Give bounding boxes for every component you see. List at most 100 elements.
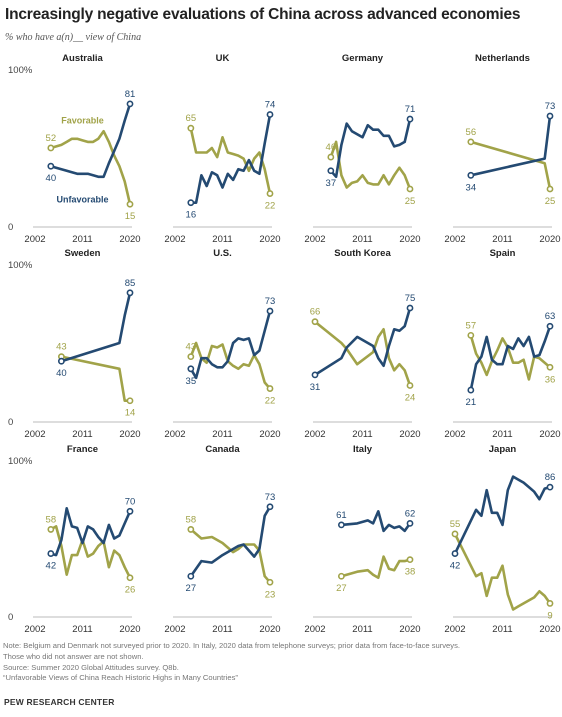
favorable-endpoint (467, 331, 475, 339)
unfavorable-line (189, 505, 272, 578)
unfavorable-line (329, 117, 412, 179)
footer-report: “Unfavorable Views of China Reach Histor… (3, 673, 238, 683)
chart-subtitle: % who have a(n)__ view of China (5, 32, 142, 43)
unfavorable-endpoint (337, 521, 345, 529)
panel-germany: Germany 2002 2011 2020 46 37 25 71 (304, 53, 420, 245)
favorable-end-label: 22 (265, 201, 276, 212)
panel-france: France 2002 2011 2020 58 42 26 70 (24, 444, 140, 635)
favorable-endpoint (47, 526, 55, 533)
unfavorable-line (453, 475, 552, 555)
favorable-end-label: 38 (405, 567, 416, 578)
favorable-endpoint (546, 600, 554, 607)
unfavorable-end-label: 85 (125, 278, 136, 289)
x-tick-label: 2020 (119, 429, 140, 440)
favorable-endpoint (311, 318, 319, 326)
x-tick-label: 2002 (304, 429, 325, 440)
favorable-endpoint (266, 578, 274, 586)
x-tick-label: 2002 (444, 624, 465, 635)
favorable-endpoint (266, 190, 274, 197)
unfavorable-end-label: 75 (405, 293, 416, 304)
x-tick-label: 2020 (119, 624, 140, 635)
unfavorable-start-label: 40 (56, 368, 67, 379)
favorable-line (313, 320, 412, 387)
favorable-endpoint (337, 572, 345, 580)
x-tick-label: 2002 (444, 429, 465, 440)
x-tick-label: 2002 (304, 234, 325, 245)
panel-sweden: Sweden 2002 2011 2020 43 40 14 85 (24, 248, 140, 440)
unfavorable-line (469, 114, 552, 177)
x-tick-label: 2002 (164, 429, 185, 440)
unfavorable-endpoint (47, 550, 55, 557)
unfavorable-start-label: 34 (466, 182, 477, 193)
panel-title: Sweden (65, 248, 101, 259)
favorable-line (49, 525, 132, 579)
footer-notes: Note: Belgium and Denmark not surveyed p… (3, 641, 559, 684)
favorable-endpoint (187, 353, 195, 361)
favorable-line (329, 140, 412, 191)
favorable-endpoint (546, 185, 554, 193)
favorable-endpoint (406, 185, 414, 193)
x-tick-label: 2011 (72, 624, 92, 635)
unfavorable-start-label: 35 (186, 376, 197, 387)
panel-title: U.S. (213, 248, 231, 259)
unfavorable-endpoint (47, 162, 55, 170)
favorable-endpoint (327, 153, 335, 161)
unfavorable-line (313, 306, 412, 377)
unfavorable-endpoint (126, 507, 134, 515)
unfavorable-end-label: 73 (545, 101, 556, 112)
unfavorable-start-label: 37 (326, 178, 337, 189)
unfavorable-endpoint (546, 322, 554, 330)
unfavorable-line (60, 291, 132, 363)
favorable-start-label: 43 (186, 342, 197, 353)
favorable-end-label: 36 (545, 374, 556, 385)
x-tick-label: 2020 (539, 624, 560, 635)
favorable-endpoint (126, 200, 134, 208)
y-axis-zero-label: 0 (8, 612, 13, 623)
unfavorable-start-label: 42 (450, 561, 461, 572)
x-tick-label: 2020 (539, 429, 560, 440)
favorable-endpoint (266, 385, 274, 392)
favorable-start-label: 65 (186, 113, 197, 124)
unfavorable-start-label: 61 (336, 510, 347, 521)
favorable-line (49, 129, 132, 206)
x-tick-label: 2011 (492, 234, 512, 245)
x-tick-label: 2020 (119, 234, 140, 245)
unfavorable-end-label: 71 (405, 104, 416, 115)
favorable-line (189, 341, 272, 390)
x-tick-label: 2020 (259, 624, 280, 635)
favorable-end-label: 25 (405, 196, 416, 207)
favorable-line (189, 126, 272, 195)
y-axis-zero-label: 0 (8, 222, 13, 233)
panel-title: Australia (62, 53, 103, 64)
unfavorable-endpoint (546, 483, 554, 491)
x-tick-label: 2011 (212, 624, 232, 635)
favorable-end-label: 25 (545, 196, 556, 207)
unfavorable-start-label: 21 (466, 397, 477, 408)
x-tick-label: 2011 (492, 429, 512, 440)
unfavorable-endpoint (266, 111, 274, 118)
x-tick-label: 2020 (539, 234, 560, 245)
favorable-start-label: 58 (186, 514, 197, 525)
favorable-end-label: 9 (547, 610, 552, 621)
unfavorable-line (340, 510, 412, 533)
favorable-start-label: 55 (450, 519, 461, 530)
unfavorable-endpoint (57, 357, 65, 365)
unfavorable-endpoint (327, 167, 335, 175)
favorable-line (340, 555, 412, 579)
unfavorable-endpoint (187, 365, 195, 373)
x-tick-label: 2011 (352, 234, 372, 245)
x-tick-label: 2011 (72, 429, 92, 440)
y-axis-zero-label: 0 (8, 417, 13, 428)
unfavorable-start-label: 31 (310, 382, 321, 393)
footer-source: Source: Summer 2020 Global Attitudes sur… (3, 662, 179, 672)
favorable-start-label: 56 (466, 127, 477, 138)
x-tick-label: 2020 (399, 234, 420, 245)
favorable-start-label: 57 (466, 320, 477, 331)
favorable-start-label: 52 (46, 133, 57, 144)
footer-note: Note: Belgium and Denmark not surveyed p… (3, 641, 460, 650)
favorable-start-label: 58 (46, 514, 57, 525)
unfavorable-line (189, 309, 272, 380)
favorable-end-label: 14 (125, 408, 136, 419)
unfavorable-start-label: 42 (46, 561, 57, 572)
panel-title: Spain (490, 248, 516, 259)
